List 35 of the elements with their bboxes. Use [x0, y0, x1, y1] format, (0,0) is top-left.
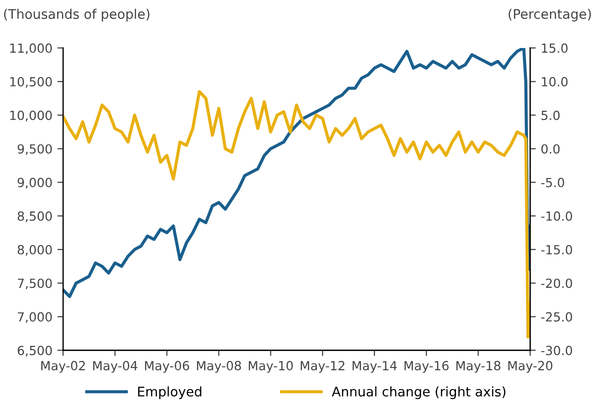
y-tick-label: 7,500 [18, 278, 52, 290]
y2-tick-label: -10.0 [541, 211, 572, 221]
y2-tick-label: 0.0 [541, 144, 560, 154]
x-tick-label: May-06 [145, 360, 190, 373]
x-tick-label: May-14 [352, 361, 397, 373]
y-tick-label: 9,500 [18, 144, 52, 155]
line-series [63, 90, 530, 338]
y2-tick-label: -15.0 [541, 244, 572, 254]
y-tick-label: 9,000 [18, 178, 52, 189]
y-tick-label: 11,000 [10, 43, 52, 54]
y2-tick-label: -5.0 [541, 178, 564, 188]
y-tick-label: 8,500 [18, 211, 52, 222]
x-tick-label: May-16 [404, 360, 449, 373]
y2-tick-label: 5.0 [542, 110, 560, 120]
y2-tick-label: -25.0 [541, 312, 572, 322]
y2-tick-label: 15.0 [542, 43, 568, 53]
y-tick-label: 8,000 [18, 244, 52, 256]
x-tick-label: May-04 [93, 360, 138, 373]
y-tick-label: 10,000 [10, 110, 52, 122]
y2-tick-label: -20.0 [541, 278, 572, 288]
y-axis-title: (Thousands of people) [4, 8, 150, 22]
x-tick-label: May-02 [41, 360, 85, 373]
y-tick-label: 6,500 [18, 346, 52, 356]
y-tick-label: 10,500 [10, 77, 52, 88]
y2-tick-label: -30.0 [541, 346, 572, 356]
legend-label: Annual change (right axis) [332, 386, 506, 400]
legend-label: Employed [138, 386, 202, 400]
y2-tick-label: 10.0 [542, 77, 568, 86]
y-tick-label: 7,000 [18, 312, 52, 323]
x-tick-label: May-12 [300, 360, 344, 373]
y2-axis-title: (Percentage) [508, 8, 591, 22]
x-tick-label: May-18 [456, 360, 500, 373]
x-tick-label: May-20 [508, 360, 552, 373]
x-tick-label: May-10 [248, 360, 293, 373]
x-tick-label: May-08 [196, 360, 241, 373]
